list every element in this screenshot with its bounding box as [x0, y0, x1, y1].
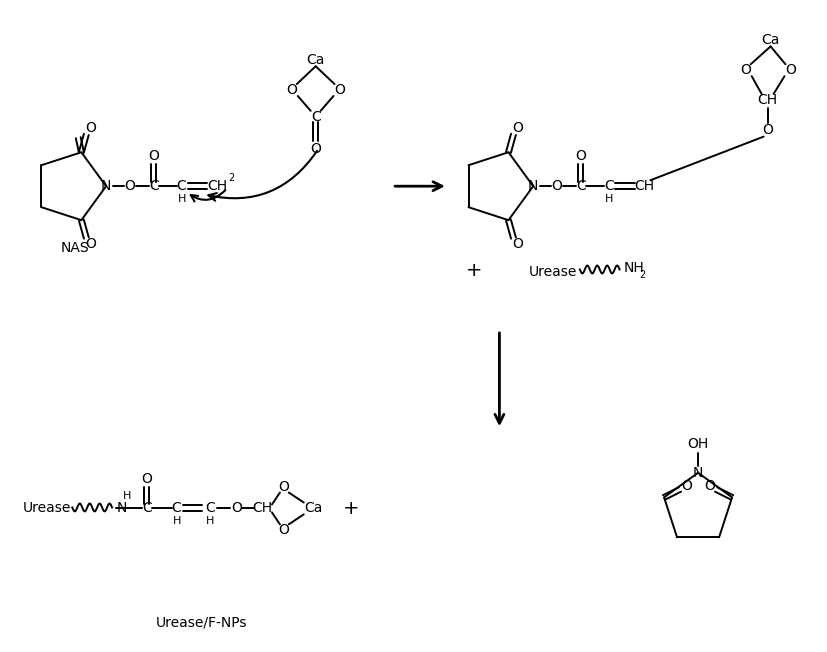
Text: CH: CH [758, 93, 777, 107]
Text: CH: CH [208, 179, 227, 193]
Text: O: O [552, 179, 562, 193]
Text: O: O [279, 480, 289, 494]
Text: O: O [286, 83, 297, 97]
Text: Urease: Urease [529, 265, 577, 280]
Text: O: O [148, 149, 159, 164]
Text: O: O [231, 501, 241, 516]
Text: Ca: Ca [304, 501, 323, 516]
Text: O: O [125, 179, 136, 193]
Text: O: O [576, 149, 586, 164]
Text: Urease/F-NPs: Urease/F-NPs [155, 615, 247, 629]
Text: O: O [740, 63, 751, 77]
Text: H: H [122, 490, 131, 501]
Text: C: C [177, 179, 186, 193]
Text: N: N [117, 501, 127, 516]
Text: OH: OH [687, 437, 709, 451]
Text: O: O [785, 63, 796, 77]
Text: H: H [177, 194, 186, 204]
Text: N: N [693, 466, 703, 480]
Text: H: H [172, 516, 181, 526]
Text: 2: 2 [639, 271, 646, 280]
Text: O: O [310, 141, 321, 156]
Text: O: O [512, 121, 523, 136]
Text: C: C [311, 110, 321, 124]
Text: NH: NH [624, 261, 644, 276]
Text: C: C [205, 501, 215, 516]
Text: N: N [101, 179, 112, 193]
Text: C: C [576, 179, 586, 193]
Text: O: O [85, 237, 96, 251]
Text: N: N [528, 179, 538, 193]
Text: O: O [279, 524, 289, 537]
Text: H: H [605, 194, 613, 204]
Text: +: + [466, 261, 483, 280]
Text: O: O [704, 479, 715, 494]
Text: O: O [762, 123, 773, 137]
Text: C: C [142, 501, 151, 516]
Text: Ca: Ca [762, 33, 780, 48]
Text: CH: CH [252, 501, 272, 516]
Text: +: + [343, 499, 360, 518]
Text: C: C [604, 179, 614, 193]
Text: O: O [681, 479, 692, 494]
Text: H: H [206, 516, 214, 526]
Text: CH: CH [634, 179, 654, 193]
Text: C: C [149, 179, 159, 193]
Text: NAS: NAS [61, 241, 89, 255]
Text: O: O [334, 83, 345, 97]
Text: C: C [172, 501, 181, 516]
Text: Ca: Ca [307, 53, 325, 67]
Text: Urease: Urease [22, 501, 71, 516]
Text: 2: 2 [228, 173, 234, 183]
Text: O: O [141, 471, 152, 486]
Text: O: O [512, 237, 523, 251]
Text: O: O [85, 121, 96, 136]
